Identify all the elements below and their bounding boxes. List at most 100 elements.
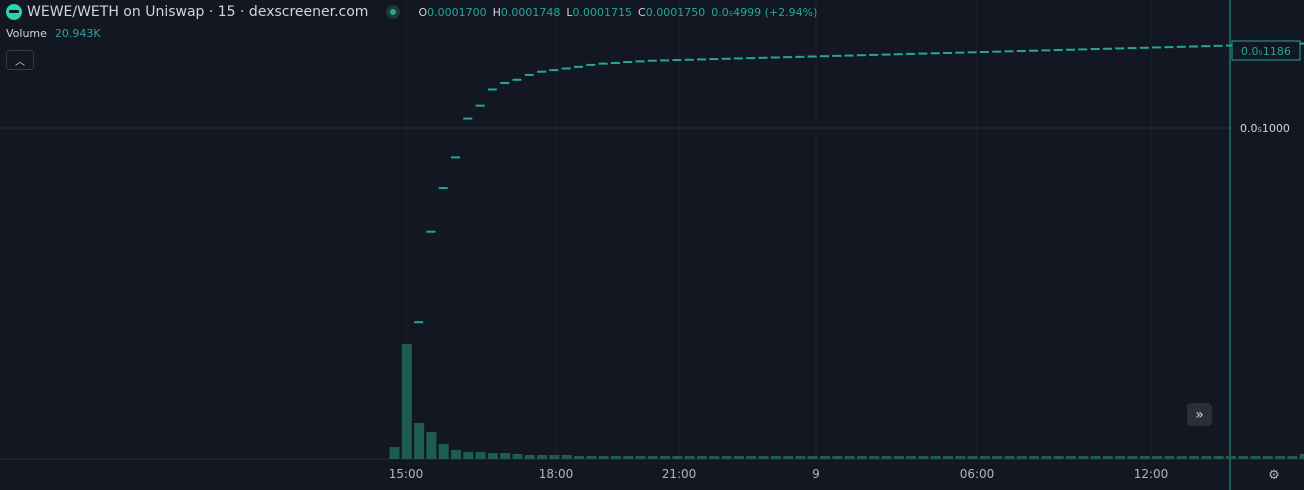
candle xyxy=(856,54,866,57)
volume-bar xyxy=(623,456,634,459)
chart-header: WEWE/WETH on Uniswap · 15 · dexscreener.… xyxy=(6,2,817,22)
volume-bar xyxy=(1238,456,1249,459)
volume-bar xyxy=(1287,456,1298,459)
volume-bar xyxy=(426,432,437,459)
candle xyxy=(930,52,940,55)
volume-bar xyxy=(869,456,880,459)
candle xyxy=(832,54,842,57)
volume-bar xyxy=(930,456,941,459)
candle xyxy=(1090,48,1100,51)
candle xyxy=(598,62,608,65)
candle xyxy=(438,187,448,190)
volume-bar xyxy=(1225,456,1236,459)
candle xyxy=(906,52,916,55)
volume-bar xyxy=(1201,456,1212,459)
candle xyxy=(647,59,657,62)
volume-bar xyxy=(807,456,818,459)
volume-bar xyxy=(721,456,732,459)
volume-bar xyxy=(943,456,953,459)
candle xyxy=(746,57,756,60)
volume-bar xyxy=(979,456,990,459)
candle xyxy=(463,117,473,120)
collapse-legend-button[interactable]: ︿ xyxy=(6,50,34,70)
change-readout: 0.0₅4999 (+2.94%) xyxy=(711,5,818,19)
volume-bar xyxy=(475,452,486,459)
volume-bar xyxy=(795,456,806,459)
candle xyxy=(537,70,547,73)
volume-bar xyxy=(672,456,683,459)
volume-bar xyxy=(586,456,597,459)
volume-bar xyxy=(524,455,535,459)
volume-bar xyxy=(906,456,917,459)
volume-bar xyxy=(1090,456,1101,459)
volume-bar xyxy=(758,456,769,459)
candle xyxy=(561,67,571,70)
volume-bar xyxy=(1115,456,1126,459)
volume-bar xyxy=(660,456,671,459)
volume-bar xyxy=(463,452,474,459)
volume-bar xyxy=(647,456,658,459)
candle xyxy=(967,51,977,54)
time-tick-label: 12:00 xyxy=(1134,467,1169,481)
volume-bar xyxy=(856,456,867,459)
candle xyxy=(500,82,510,85)
candle xyxy=(623,61,633,64)
volume-bar xyxy=(1164,456,1175,459)
candle xyxy=(1299,42,1304,45)
volume-bar xyxy=(709,456,720,459)
candle xyxy=(758,56,768,59)
candle xyxy=(709,58,719,61)
candle xyxy=(660,59,670,62)
candle xyxy=(1164,46,1174,49)
volume-bar xyxy=(1004,456,1015,459)
volume-bar xyxy=(438,444,449,459)
time-tick-label: 06:00 xyxy=(960,467,995,481)
candle xyxy=(1176,45,1186,48)
candle xyxy=(451,156,460,159)
volume-bar xyxy=(1299,454,1304,459)
volume-bar xyxy=(1029,456,1040,459)
candle xyxy=(672,59,682,62)
status-dot-icon xyxy=(386,5,401,19)
scroll-to-realtime-button[interactable]: » xyxy=(1187,403,1212,426)
volume-bar xyxy=(1139,456,1150,459)
candle xyxy=(512,78,522,81)
settings-button[interactable]: ⚙ xyxy=(1266,467,1282,483)
volume-bar xyxy=(549,455,560,459)
candle xyxy=(783,56,793,59)
time-tick-label: 21:00 xyxy=(662,467,697,481)
candle xyxy=(820,55,829,58)
candle xyxy=(1189,45,1198,48)
volume-bar xyxy=(955,456,966,459)
volume-bar xyxy=(1152,456,1163,459)
volume-bar xyxy=(574,456,584,459)
volume-bar xyxy=(401,344,412,459)
candle xyxy=(1127,47,1137,50)
candle xyxy=(1139,46,1149,49)
candle xyxy=(918,52,928,55)
volume-bar xyxy=(881,456,892,459)
volume-value: 20.943K xyxy=(54,27,101,40)
volume-bar xyxy=(746,456,757,459)
candle xyxy=(426,230,436,233)
volume-bar xyxy=(918,456,929,459)
time-tick-label: 9 xyxy=(812,467,820,481)
candle xyxy=(881,53,891,56)
time-tick-label: 18:00 xyxy=(539,467,574,481)
volume-bar xyxy=(389,447,400,459)
candle xyxy=(574,65,583,68)
volume-bar xyxy=(1213,456,1224,459)
candle xyxy=(487,88,497,91)
double-chevron-right-icon: » xyxy=(1195,406,1204,423)
candle xyxy=(1225,44,1235,47)
candle xyxy=(1115,47,1125,50)
volume-bar xyxy=(561,455,572,459)
last-price-label: 0.0₅1186 xyxy=(1241,45,1291,58)
volume-bar xyxy=(610,456,621,459)
volume-bar xyxy=(487,453,498,459)
candle xyxy=(955,51,965,54)
volume-bar xyxy=(1127,456,1138,459)
candle xyxy=(684,58,694,61)
candle xyxy=(1016,50,1026,53)
